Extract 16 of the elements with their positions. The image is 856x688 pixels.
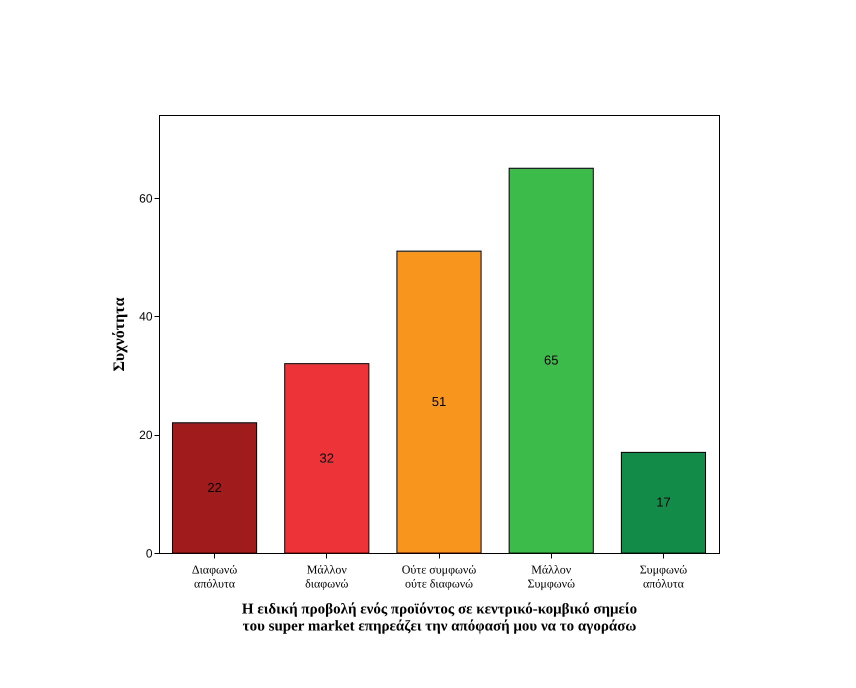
y-tick-label: 60 [139,191,153,206]
x-tick-label: Μάλλον Συμφωνώ [527,562,576,590]
x-tick-label: Συμφωνώ απόλυτα [640,562,688,590]
y-tick-label: 0 [146,546,153,560]
data-label: 17 [656,494,671,510]
data-label: 22 [207,480,222,495]
y-axis-title: Συχνότητα [111,297,128,372]
data-label: 51 [432,394,446,410]
x-tick-label: Ούτε συμφωνώ ούτε διαφωνώ [402,562,476,590]
x-tick-label: Μάλλον διαφωνώ [305,562,349,590]
data-label: 32 [320,450,334,466]
y-tick-label: 20 [139,428,153,442]
y-tick-label: 40 [139,310,153,324]
data-label: 65 [544,352,558,368]
x-axis-title: Η ειδική προβολή ενός προϊόντος σε κεντρικό-κομβικό σημείο του super market επηρεάζει την απόφασή μου να το αγοράσω [242,602,638,634]
x-tick-label: Διαφωνώ απόλυτα [192,562,238,590]
